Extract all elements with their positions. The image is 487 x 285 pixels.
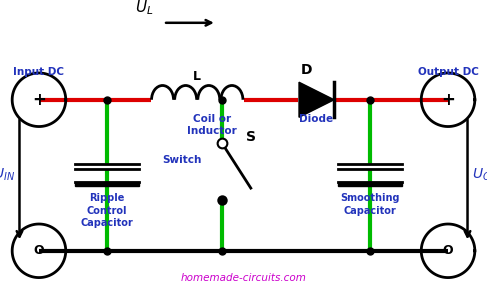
- Text: Smoothing
Capacitor: Smoothing Capacitor: [340, 193, 400, 216]
- Text: +: +: [32, 91, 46, 109]
- Text: $U_L$: $U_L$: [135, 0, 153, 17]
- Text: homemade-circuits.com: homemade-circuits.com: [181, 273, 306, 283]
- Polygon shape: [75, 164, 139, 169]
- Text: $U_{OUT}$: $U_{OUT}$: [472, 167, 487, 184]
- Text: Input DC: Input DC: [14, 67, 64, 77]
- Text: Ripple
Control
Capacitor: Ripple Control Capacitor: [81, 193, 133, 228]
- Polygon shape: [299, 82, 334, 117]
- Text: Coil or
Inductor: Coil or Inductor: [187, 114, 237, 137]
- Text: L: L: [193, 70, 201, 83]
- Text: $U_{IN}$: $U_{IN}$: [0, 167, 15, 184]
- Text: +: +: [441, 91, 455, 109]
- Text: Switch: Switch: [163, 154, 202, 165]
- Text: D: D: [301, 63, 313, 77]
- Polygon shape: [75, 182, 139, 186]
- Polygon shape: [338, 164, 402, 169]
- Text: Output DC: Output DC: [418, 67, 478, 77]
- Text: O: O: [443, 244, 453, 257]
- Text: O: O: [34, 244, 44, 257]
- Polygon shape: [338, 182, 402, 186]
- Text: Diode: Diode: [300, 114, 334, 124]
- Text: S: S: [246, 130, 256, 144]
